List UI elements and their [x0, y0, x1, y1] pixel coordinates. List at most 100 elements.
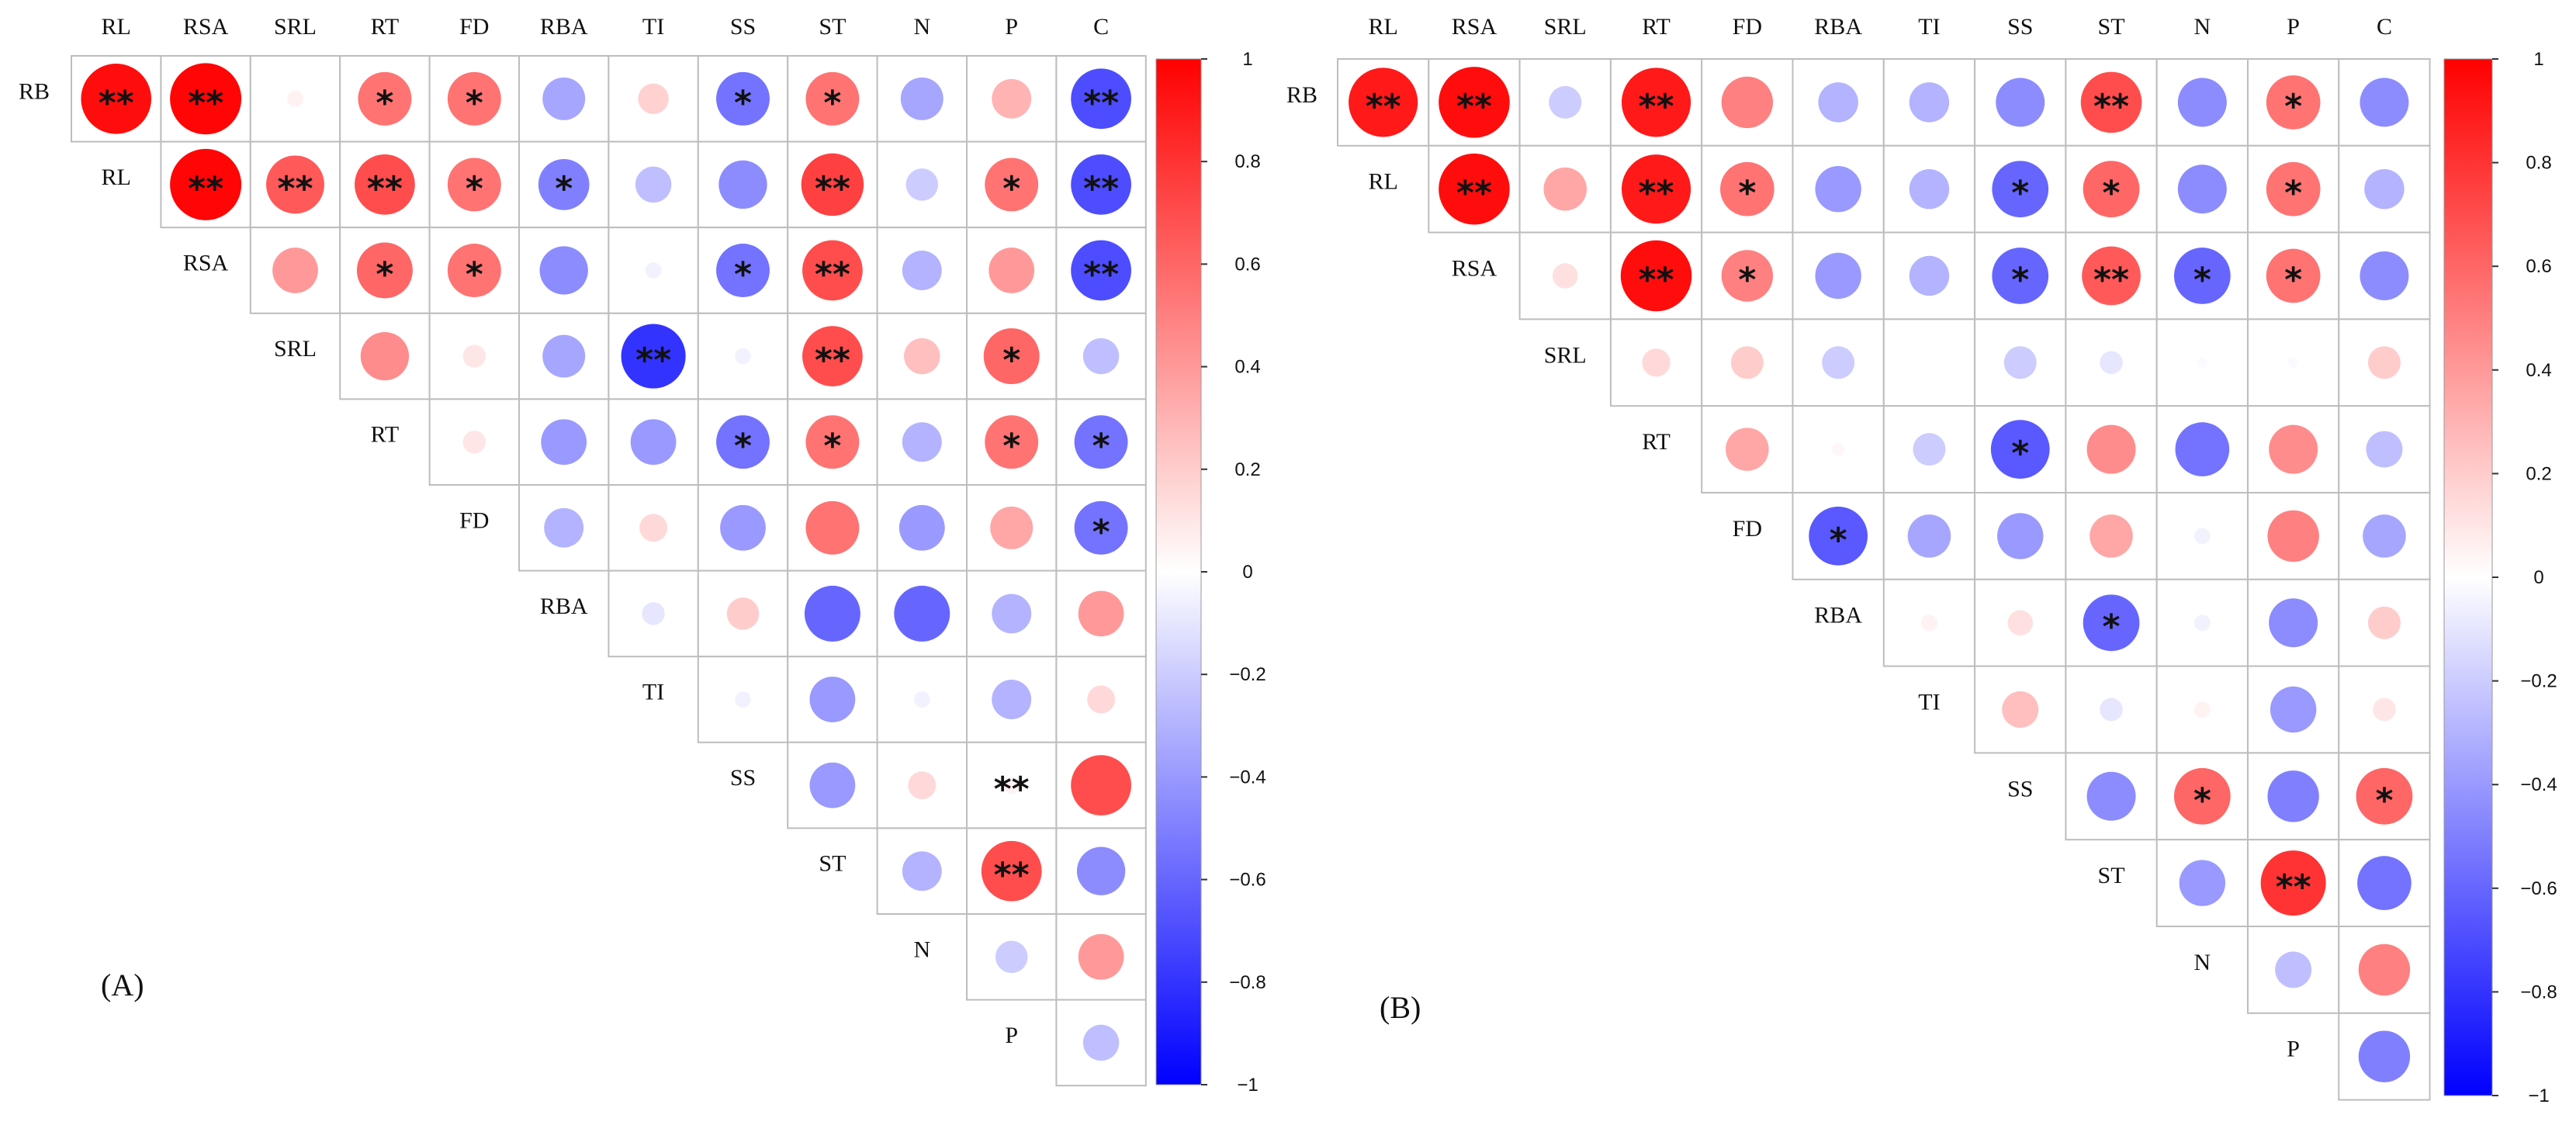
correlation-circle: [2260, 850, 2326, 916]
significance-mark: *: [2193, 261, 2211, 300]
colorbar-tick-label: 1: [2533, 49, 2543, 70]
significance-mark: *: [823, 83, 841, 123]
significance-mark: **: [815, 169, 850, 209]
significance-mark: *: [466, 83, 483, 123]
colorbar: [2443, 58, 2493, 1096]
correlation-circle: [447, 71, 501, 126]
correlation-circle: [981, 840, 1042, 902]
correlation-circle: [805, 500, 860, 555]
correlation-circle: [2270, 686, 2317, 733]
row-label: TI: [642, 680, 664, 705]
correlation-circle: [1927, 361, 1931, 365]
column-label: RL: [102, 14, 131, 40]
row-label: SRL: [1544, 342, 1587, 368]
significance-mark: *: [555, 169, 573, 209]
correlation-circle: [1439, 153, 1510, 225]
significance-mark: *: [376, 83, 393, 123]
significance-mark: *: [2284, 174, 2302, 213]
correlation-circle: [170, 63, 242, 135]
correlation-circle: [1720, 161, 1774, 216]
correlation-circle: [985, 415, 1039, 469]
colorbar-tick-label: −0.4: [2520, 774, 2557, 795]
correlation-circle: [541, 419, 587, 466]
correlation-circle: [542, 334, 586, 378]
correlation-circle: [805, 415, 860, 469]
correlation-circle: [735, 348, 751, 365]
correlation-circle: [804, 585, 860, 642]
correlation-circle: [1074, 415, 1128, 469]
correlation-circle: [902, 422, 942, 462]
correlation-circle: [2367, 606, 2401, 639]
correlation-circle: [1076, 846, 1126, 895]
correlation-circle: [2177, 78, 2227, 127]
correlation-circle: [1622, 68, 1691, 137]
colorbar-tick-label: −0.8: [1229, 972, 1265, 993]
correlation-circle: [2002, 691, 2039, 728]
significance-mark: *: [1092, 427, 1110, 466]
significance-mark: **: [994, 856, 1030, 895]
significance-mark: *: [1002, 169, 1020, 209]
column-label: ST: [2098, 14, 2125, 40]
correlation-circle: [1721, 76, 1774, 129]
correlation-circle: [809, 677, 856, 722]
significance-mark: **: [1639, 261, 1674, 300]
correlation-circle: [902, 851, 942, 891]
significance-mark: *: [1738, 261, 1756, 300]
correlation-circle: [447, 158, 501, 212]
correlation-circle: [716, 71, 770, 126]
correlation-circle: [1913, 433, 1946, 466]
significance-mark: *: [2011, 174, 2029, 213]
correlation-circle: [538, 159, 590, 210]
row-label: P: [1005, 1023, 1018, 1048]
significance-mark: **: [1456, 87, 1492, 126]
correlation-circle: [2100, 351, 2123, 375]
correlation-circle: [1909, 82, 1950, 123]
column-label: C: [2377, 14, 2392, 40]
correlation-circle: [1071, 240, 1131, 301]
column-label: P: [1005, 14, 1018, 40]
correlation-circle: [718, 160, 767, 209]
significance-mark: *: [2103, 174, 2121, 213]
significance-mark: **: [1639, 174, 1674, 213]
significance-mark: **: [815, 255, 850, 295]
correlation-circle: [539, 246, 588, 295]
correlation-circle: [2364, 168, 2405, 209]
significance-mark: *: [823, 427, 841, 466]
colorbar-tick-label: −0.6: [1229, 870, 1265, 891]
colorbar-tick-label: 0.2: [2526, 463, 2551, 484]
correlation-circle: [2193, 615, 2211, 632]
correlation-circle: [266, 155, 324, 214]
correlation-circle: [2086, 424, 2136, 474]
correlation-circle: [1996, 78, 2045, 127]
significance-mark: **: [1366, 87, 1401, 126]
correlation-circle: [2193, 701, 2211, 718]
correlation-circle: [2266, 248, 2321, 303]
column-label: P: [2287, 14, 2300, 40]
correlation-circle: [894, 585, 950, 642]
correlation-circle: [1549, 85, 1582, 119]
column-label: RBA: [1814, 14, 1862, 40]
panel-b-correlogram: (B) RL RSA SRL RT FD RBA TI SS ST N P CRB ** ** ** ** *R…: [1286, 14, 2557, 1106]
correlation-circle: [2175, 422, 2230, 476]
row-label: RL: [102, 164, 131, 190]
correlation-circle: [645, 262, 662, 279]
significance-mark: **: [635, 341, 671, 380]
correlation-circle: [1822, 346, 1855, 379]
correlation-circle: [1071, 755, 1131, 815]
correlation-circle: [2288, 357, 2299, 368]
column-label: SS: [2007, 14, 2033, 40]
significance-mark: *: [2284, 87, 2302, 126]
correlation-circle: [2003, 346, 2037, 379]
correlation-circle: [287, 90, 303, 107]
correlation-circle: [642, 602, 665, 625]
column-label: RBA: [540, 14, 588, 40]
significance-mark: **: [1083, 169, 1119, 209]
colorbar-tick-label: 0.4: [2526, 360, 2551, 381]
correlation-circle: [1349, 68, 1418, 137]
correlation-circle: [2086, 771, 2136, 821]
column-label: N: [2194, 14, 2211, 40]
significance-mark: **: [1456, 174, 1492, 213]
correlation-circle: [544, 507, 584, 548]
correlation-circle: [809, 762, 856, 808]
significance-mark: **: [815, 341, 850, 380]
